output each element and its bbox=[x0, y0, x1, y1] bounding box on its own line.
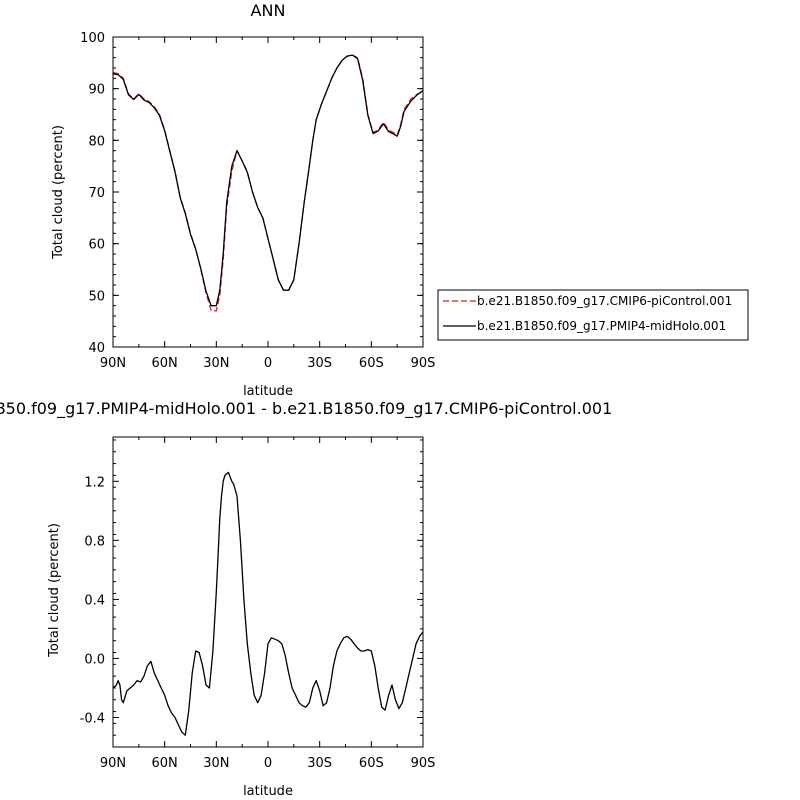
x-tick-label: 0 bbox=[264, 356, 272, 371]
chart-title-difference: b.e21.B1850.f09_g17.PMIP4-midHolo.001 - … bbox=[0, 399, 612, 419]
x-tick-label: 0 bbox=[264, 756, 272, 771]
x-tick-label: 90S bbox=[411, 356, 436, 371]
y-tick-label: 40 bbox=[88, 341, 105, 356]
y-tick-label: 0.4 bbox=[84, 593, 105, 608]
x-tick-label: 30N bbox=[203, 356, 229, 371]
series-line-1 bbox=[112, 471, 424, 736]
y-tick-label: -0.4 bbox=[80, 711, 105, 726]
legend-box bbox=[437, 289, 749, 341]
series-line-2 bbox=[112, 54, 424, 307]
x-tick-label: 30S bbox=[307, 756, 332, 771]
axis-ticks: 90N 60N 30N 0 30S 60S 90S 40 50 60 70 80 90 100 bbox=[80, 31, 435, 371]
y-tick-label: 70 bbox=[88, 186, 105, 201]
y-tick-label: 90 bbox=[88, 83, 105, 98]
series-line-1 bbox=[112, 54, 424, 312]
x-axis-label: latitude bbox=[243, 384, 293, 399]
x-tick-label: 60N bbox=[152, 756, 178, 771]
plot-frame bbox=[112, 36, 424, 348]
chart-title: ANN bbox=[251, 1, 286, 20]
y-tick-label: 100 bbox=[80, 31, 105, 46]
y-tick-label: 80 bbox=[88, 134, 105, 149]
y-tick-label: 50 bbox=[88, 289, 105, 304]
x-tick-label: 30S bbox=[307, 356, 332, 371]
y-tick-label: 0.8 bbox=[84, 534, 105, 549]
y-tick-label: 1.2 bbox=[84, 475, 105, 490]
legend-label-piControl: b.e21.B1850.f09_g17.CMIP6-piControl.001 bbox=[477, 294, 732, 308]
y-axis-label: Total cloud (percent) bbox=[51, 125, 66, 260]
x-tick-label: 90N bbox=[100, 756, 126, 771]
y-axis-label: Total cloud (percent) bbox=[47, 523, 62, 658]
x-tick-label: 60N bbox=[152, 356, 178, 371]
plot-lines bbox=[112, 471, 424, 736]
y-tick-label: 0.0 bbox=[84, 652, 105, 667]
chart-panel-bottom: b.e21.B1850.f09_g17.PMIP4-midHolo.001 - … bbox=[0, 399, 612, 799]
legend: b.e21.B1850.f09_g17.CMIP6-piControl.001 … bbox=[437, 289, 749, 341]
x-axis-label: latitude bbox=[243, 784, 293, 799]
x-tick-label: 30N bbox=[203, 756, 229, 771]
x-tick-label: 60S bbox=[359, 756, 384, 771]
x-tick-label: 90S bbox=[411, 756, 436, 771]
axis-ticks: 90N 60N 30N 0 30S 60S 90S -0.4 0.0 0.4 0.8 1.2 bbox=[80, 437, 436, 771]
x-tick-label: 60S bbox=[359, 356, 384, 371]
plot-lines bbox=[112, 54, 424, 312]
chart-panel-top: ANN Total cloud (percent) latitude 90N 60… bbox=[51, 1, 435, 399]
plot-frame bbox=[112, 436, 424, 748]
x-tick-label: 90N bbox=[100, 356, 126, 371]
legend-label-midHolo: b.e21.B1850.f09_g17.PMIP4-midHolo.001 bbox=[477, 319, 726, 333]
y-tick-label: 60 bbox=[88, 238, 105, 253]
